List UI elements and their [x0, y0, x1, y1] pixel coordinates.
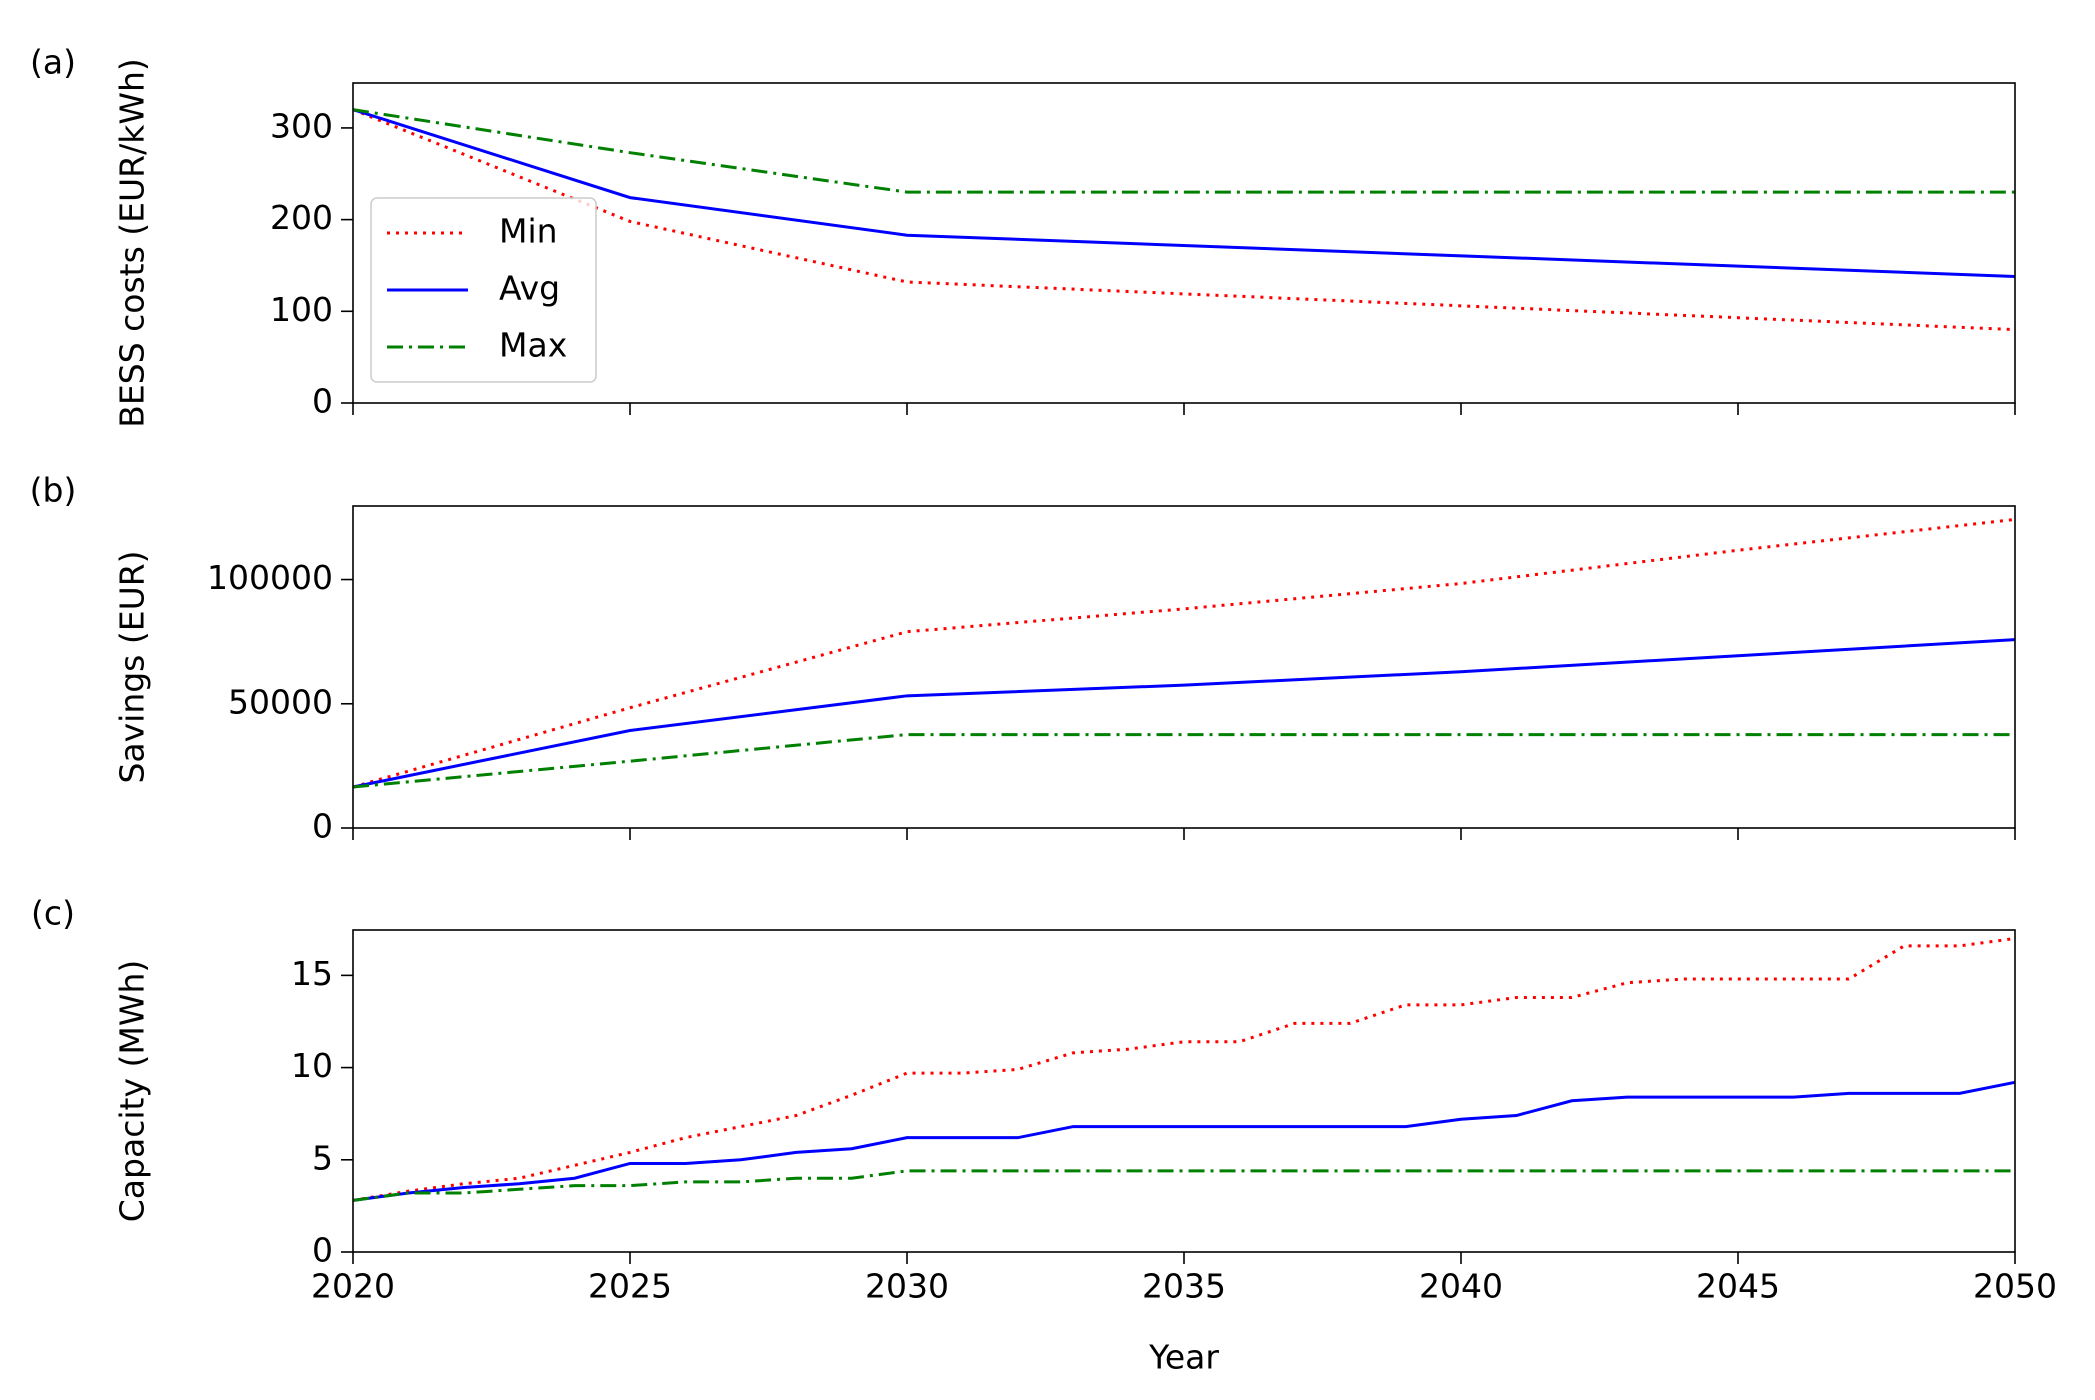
series-line [352, 1169, 2015, 1202]
y-tick-label: 0 [312, 382, 333, 421]
legend-label: Avg [499, 269, 560, 308]
panel-label: (c) [31, 894, 75, 933]
y-axis-label: BESS costs (EUR/kWh) [113, 58, 152, 427]
series-line [352, 108, 2016, 278]
series-line [352, 936, 2016, 1202]
legend-label: Max [499, 326, 567, 365]
series-line [352, 108, 2016, 332]
x-tick-label: 2035 [1142, 1267, 1226, 1306]
legend-label: Min [499, 212, 558, 251]
x-tick-label: 2030 [865, 1267, 949, 1306]
x-tick-label: 2020 [311, 1267, 395, 1306]
series-line [352, 638, 2016, 789]
panel-label: (a) [30, 43, 76, 82]
legend-box [370, 197, 597, 383]
y-tick-label: 300 [270, 106, 333, 145]
plot-frame [352, 82, 2016, 404]
x-tick-label: 2050 [1973, 1267, 2057, 1306]
series-line [352, 1080, 2016, 1202]
y-axis-label: Capacity (MWh) [113, 960, 152, 1222]
y-tick-label: 10 [291, 1046, 333, 1085]
series-line [352, 108, 2015, 194]
panel-label: (b) [30, 471, 77, 510]
plot-frame [352, 929, 2016, 1253]
y-tick-label: 100000 [207, 558, 333, 597]
series-line [352, 733, 2015, 789]
y-axis-label: Savings (EUR) [113, 550, 152, 783]
x-tick-label: 2040 [1419, 1267, 1503, 1306]
y-tick-label: 0 [312, 807, 333, 846]
y-tick-label: 50000 [228, 682, 333, 721]
x-axis-label: Year [1148, 1338, 1219, 1377]
series-line [352, 517, 2016, 789]
y-tick-label: 5 [312, 1138, 333, 1177]
y-tick-label: 0 [312, 1231, 333, 1270]
x-tick-label: 2045 [1696, 1267, 1780, 1306]
plot-frame [352, 505, 2016, 829]
y-tick-label: 200 [270, 198, 333, 237]
y-tick-label: 100 [270, 290, 333, 329]
y-tick-label: 15 [291, 954, 333, 993]
x-tick-label: 2025 [588, 1267, 672, 1306]
